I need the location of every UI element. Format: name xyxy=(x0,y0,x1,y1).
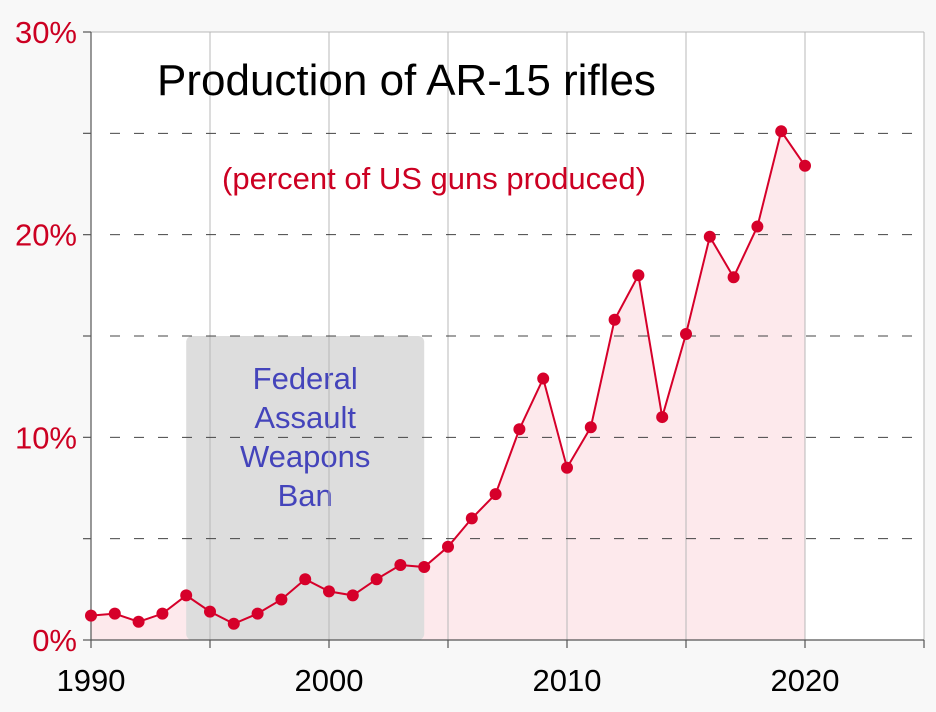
annotation-line: Ban xyxy=(278,478,333,513)
y-tick-label: 10% xyxy=(15,420,77,455)
data-point xyxy=(680,327,692,340)
x-tick-label: 1990 xyxy=(57,663,126,698)
data-point xyxy=(323,585,335,598)
labels-layer: Production of AR-15 rifles (percent of U… xyxy=(157,56,656,196)
axes: 1990 2000 2010 2020 0% 10% 20% 30% xyxy=(15,15,925,698)
data-point xyxy=(489,488,502,501)
data-point xyxy=(608,313,621,326)
ban-annotation: Federal Assault Weapons Ban xyxy=(186,336,425,640)
data-point xyxy=(727,271,740,284)
annotation-box xyxy=(186,336,425,640)
chart-subtitle: (percent of US guns produced) xyxy=(222,161,646,196)
data-point xyxy=(418,561,431,574)
data-point xyxy=(156,607,169,620)
data-point xyxy=(180,589,193,602)
data-point xyxy=(584,421,597,434)
data-point xyxy=(703,230,716,243)
data-point xyxy=(799,159,811,172)
annotation-line: Assault xyxy=(254,400,356,435)
data-point xyxy=(275,593,288,606)
data-point xyxy=(370,573,383,586)
data-point xyxy=(513,423,526,436)
x-tick-label: 2000 xyxy=(295,663,364,698)
y-tick-label: 20% xyxy=(15,218,77,253)
data-point xyxy=(775,125,788,138)
data-point xyxy=(561,461,573,474)
x-tick-label: 2020 xyxy=(771,663,840,698)
data-point xyxy=(465,512,478,525)
x-tick-label: 2010 xyxy=(533,663,602,698)
data-point xyxy=(394,559,407,572)
data-point xyxy=(204,605,216,618)
annotation-line: Federal xyxy=(253,361,358,396)
data-point xyxy=(751,220,764,233)
gridlines xyxy=(91,31,925,640)
chart-title: Production of AR-15 rifles xyxy=(157,56,656,105)
data-point xyxy=(132,615,145,628)
data-point xyxy=(656,411,669,424)
data-point xyxy=(299,573,312,586)
data-point xyxy=(227,617,240,630)
annotation-line: Weapons xyxy=(240,439,370,474)
data-point xyxy=(346,589,359,602)
data-point xyxy=(537,372,550,385)
y-tick-label: 0% xyxy=(32,623,77,658)
y-tick-label: 30% xyxy=(15,15,77,50)
data-point xyxy=(251,607,264,620)
area-fill-layer xyxy=(91,131,805,640)
series-layer xyxy=(85,125,811,630)
series-area-fill xyxy=(91,131,805,640)
data-point xyxy=(442,540,454,553)
data-point xyxy=(85,609,97,622)
data-point xyxy=(632,269,645,282)
data-point xyxy=(108,607,121,620)
